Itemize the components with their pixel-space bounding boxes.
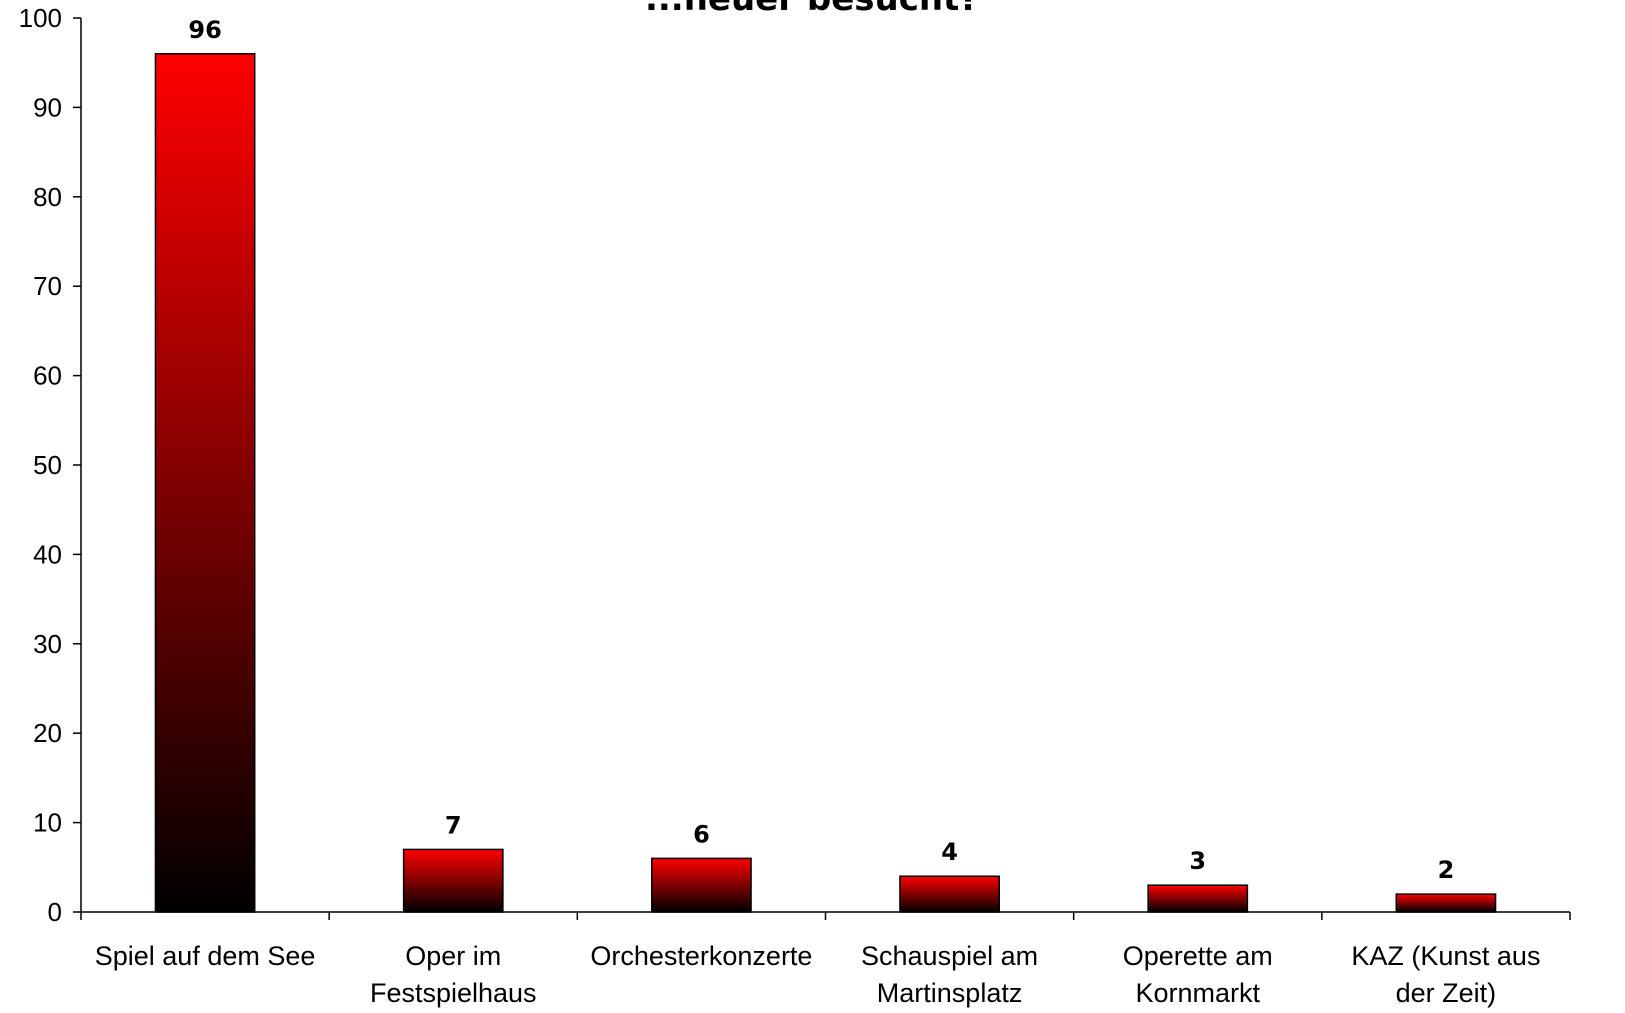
bar-1 [154, 53, 256, 913]
y-axis: 0 10 20 30 40 50 60 70 80 90 100 [19, 3, 82, 927]
value-label-3: 6 [693, 820, 710, 848]
y-tick-label-100: 100 [19, 3, 62, 33]
x-axis: Spiel auf dem See Oper im Festspielhaus Orc… [80, 911, 1571, 1008]
value-label-5: 3 [1189, 847, 1206, 875]
value-label-1: 96 [188, 16, 221, 44]
y-tick-label-60: 60 [33, 361, 62, 391]
y-tick-label-40: 40 [33, 539, 62, 569]
x-tick-label-4: Schauspiel am Martinsplatz [861, 941, 1038, 1008]
y-tick-label-50: 50 [33, 450, 62, 480]
x-tick-label-6: KAZ (Kunst aus der Zeit) [1351, 941, 1540, 1008]
value-label-2: 7 [445, 811, 462, 839]
y-tick-label-20: 20 [33, 718, 62, 748]
value-labels-group: 96 7 6 4 3 2 [188, 16, 1454, 884]
bar-5 [1147, 884, 1249, 913]
chart-title: ...heuer besucht? [645, 0, 979, 19]
x-tick-label-2: Oper im Festspielhaus [370, 941, 537, 1008]
y-tick-label-30: 30 [33, 629, 62, 659]
bar-4 [899, 875, 1000, 913]
y-tick-label-90: 90 [33, 92, 62, 122]
bars-group [154, 53, 1497, 913]
x-tick-label-1: Spiel auf dem See [95, 941, 316, 971]
bar-3 [651, 857, 752, 913]
y-tick-label-70: 70 [33, 271, 62, 301]
value-label-4: 4 [941, 838, 958, 866]
y-tick-label-10: 10 [33, 808, 62, 838]
bar-2 [402, 848, 504, 913]
x-tick-label-5: Operette am Kornmarkt [1123, 941, 1273, 1008]
x-tick-label-3: Orchesterkonzerte [590, 941, 812, 971]
y-tick-label-80: 80 [33, 182, 62, 212]
value-label-6: 2 [1438, 856, 1455, 884]
bar-6 [1395, 893, 1497, 913]
y-tick-label-0: 0 [48, 897, 62, 927]
